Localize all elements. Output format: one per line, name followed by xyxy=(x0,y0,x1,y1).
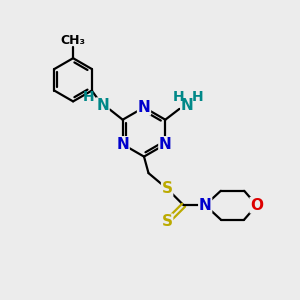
Text: O: O xyxy=(250,198,263,213)
Text: S: S xyxy=(162,214,172,229)
Text: N: N xyxy=(96,98,109,113)
Text: H: H xyxy=(192,90,203,104)
Text: CH₃: CH₃ xyxy=(61,34,85,47)
Text: N: N xyxy=(181,98,194,113)
Text: N: N xyxy=(199,198,211,213)
Text: H: H xyxy=(83,90,94,104)
Text: S: S xyxy=(162,181,172,196)
Text: N: N xyxy=(159,137,172,152)
Text: N: N xyxy=(138,100,150,115)
Text: H: H xyxy=(172,90,184,104)
Text: N: N xyxy=(116,137,129,152)
